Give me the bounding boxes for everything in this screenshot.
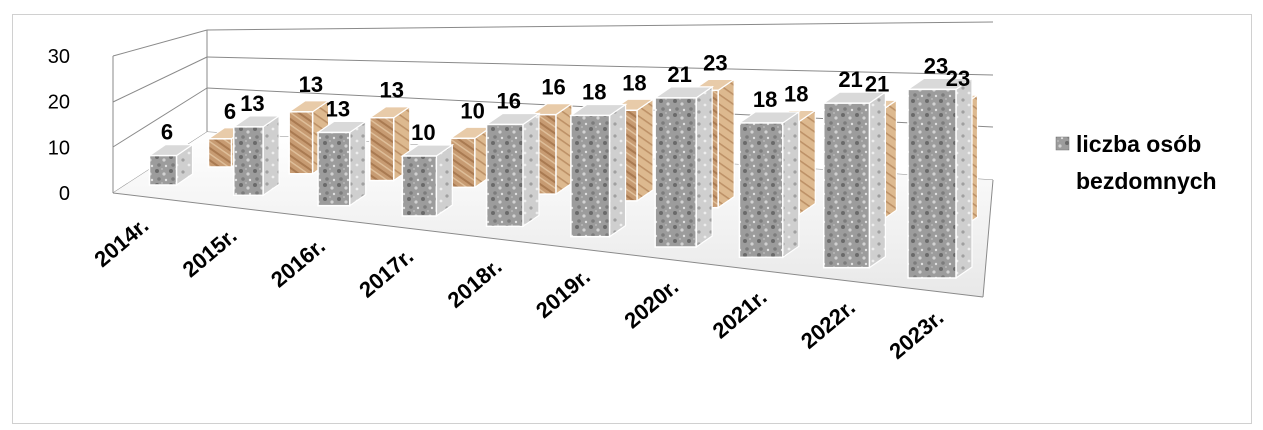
bar-series-1 xyxy=(400,143,455,218)
bar-series-1 xyxy=(316,120,368,207)
data-label-series-1: 6 xyxy=(161,120,173,145)
data-label-series-2: 18 xyxy=(622,70,646,95)
data-label-series-2: 21 xyxy=(865,71,889,96)
data-label-series-2: 6 xyxy=(224,99,236,124)
x-tick-label: 2015r. xyxy=(178,223,242,282)
data-label-series-2: 18 xyxy=(784,81,808,106)
bar-series-1 xyxy=(906,77,974,280)
y-tick-label: 20 xyxy=(48,92,70,114)
data-label-series-2: 10 xyxy=(460,98,484,123)
data-label-series-1: 23 xyxy=(924,53,948,78)
y-axis-ticks: 0 10 20 30 xyxy=(48,46,70,205)
data-label-series-1: 16 xyxy=(497,88,521,113)
gridline-10 xyxy=(112,87,208,148)
bar-series-1 xyxy=(484,112,541,228)
data-label-series-1: 18 xyxy=(582,79,606,104)
data-label-series-1: 21 xyxy=(667,62,691,87)
data-label-series-1: 13 xyxy=(326,96,350,121)
x-tick-label: 2016r. xyxy=(266,233,330,292)
data-label-series-1: 10 xyxy=(411,120,435,145)
bar-series-1 xyxy=(821,91,888,269)
bars-series-1 xyxy=(147,77,974,280)
legend-label-line-2: bezdomnych xyxy=(1076,168,1217,194)
x-tick-label: 2021r. xyxy=(708,284,772,343)
x-tick-label: 2023r. xyxy=(884,305,948,364)
data-label-series-2: 13 xyxy=(299,72,323,97)
bar-series-1 xyxy=(231,114,282,197)
data-label-series-1: 21 xyxy=(838,67,862,92)
y-tick-label: 0 xyxy=(59,183,70,205)
bar-series-1 xyxy=(568,103,628,238)
bar-series-2 xyxy=(448,126,493,189)
y-tick-label: 30 xyxy=(48,46,70,68)
legend-label-line-1: liczba osób xyxy=(1076,131,1201,157)
data-label-series-2: 13 xyxy=(380,78,404,103)
gridline-20 xyxy=(112,56,208,103)
x-tick-label: 2022r. xyxy=(796,294,860,353)
bar-series-1 xyxy=(737,110,801,259)
y-tick-label: 10 xyxy=(48,137,70,159)
legend-swatch xyxy=(1055,136,1070,151)
data-label-series-2: 16 xyxy=(541,75,565,100)
data-label-series-2: 23 xyxy=(946,66,970,91)
data-label-series-2: 23 xyxy=(703,50,727,75)
floor-right-edge xyxy=(982,179,994,298)
x-tick-label: 2020r. xyxy=(619,274,683,333)
x-tick-label: 2019r. xyxy=(531,264,595,323)
x-tick-label: 2017r. xyxy=(354,243,418,302)
gridline-30 xyxy=(112,29,208,57)
data-label-series-1: 18 xyxy=(753,87,777,112)
bar-series-1 xyxy=(653,85,715,249)
back-grid-30 xyxy=(206,21,994,31)
x-tick-label: 2018r. xyxy=(443,254,507,313)
back-grid-20 xyxy=(206,56,994,76)
bar-series-1 xyxy=(147,143,195,187)
x-tick-label: 2014r. xyxy=(89,213,153,272)
x-axis-line xyxy=(112,192,984,298)
data-label-series-1: 13 xyxy=(240,91,264,116)
legend: liczba osób bezdomnych xyxy=(1055,131,1217,194)
